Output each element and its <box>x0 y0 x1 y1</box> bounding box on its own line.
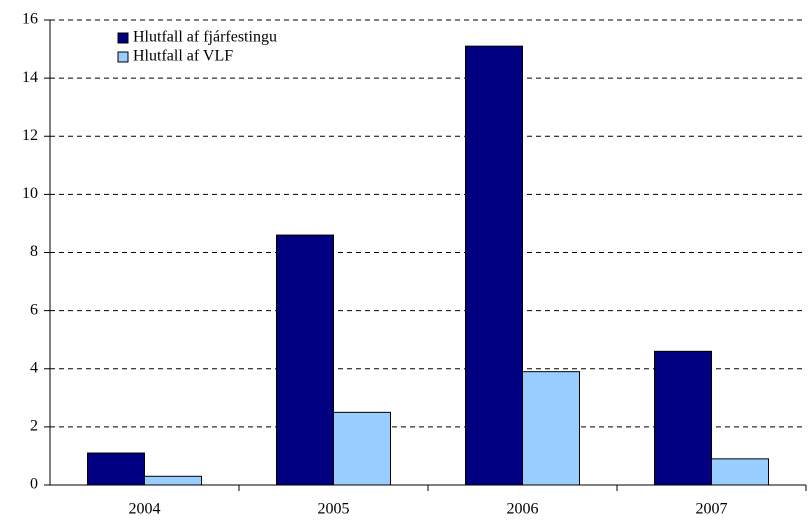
y-tick-label: 6 <box>30 301 38 318</box>
y-tick-label: 2 <box>30 418 38 435</box>
legend-swatch <box>117 32 129 44</box>
y-tick-label: 4 <box>30 359 38 376</box>
y-tick-label: 16 <box>22 11 38 28</box>
bar <box>654 350 712 486</box>
bar <box>711 458 769 486</box>
bar <box>276 234 334 486</box>
bar <box>333 411 391 486</box>
y-tick-label: 14 <box>22 69 38 86</box>
y-tick-label: 10 <box>22 185 38 202</box>
bar <box>522 371 580 486</box>
legend-label: Hlutfall af VLF <box>133 48 233 65</box>
bar <box>144 475 202 486</box>
legend-swatch <box>117 51 129 63</box>
y-tick-label: 0 <box>30 476 38 493</box>
y-tick-label: 12 <box>22 127 38 144</box>
y-tick-label: 8 <box>30 243 38 260</box>
x-tick-label: 2005 <box>318 501 350 518</box>
x-tick-label: 2007 <box>696 501 728 518</box>
x-tick-label: 2004 <box>129 501 161 518</box>
legend-label: Hlutfall af fjárfestingu <box>133 29 277 46</box>
bar <box>465 45 523 486</box>
bar <box>87 452 145 486</box>
x-tick-label: 2006 <box>507 501 539 518</box>
